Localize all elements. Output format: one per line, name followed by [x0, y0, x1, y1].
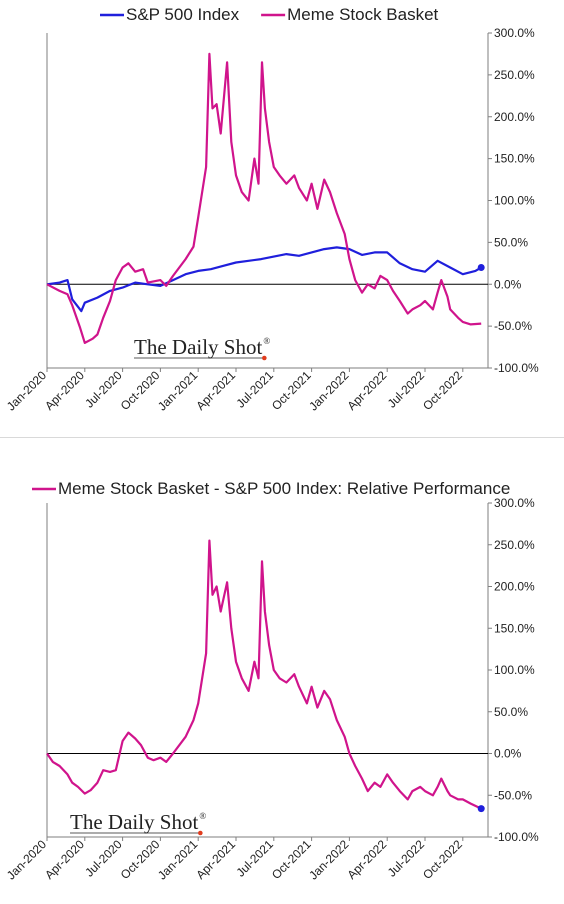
y-tick-label: -50.0% [494, 788, 532, 802]
x-tick-label: Oct-2021 [269, 837, 314, 882]
x-tick-label: Jan-2020 [4, 837, 50, 883]
y-tick-label: 100.0% [494, 663, 535, 677]
watermark-text: The Daily Shot [70, 810, 198, 834]
x-tick-label: Apr-2020 [42, 368, 87, 413]
legend-label: S&P 500 Index [126, 5, 240, 24]
chart-top: -100.0% -50.0% 0.0% 50.0% 100.0% 150.0% 200.0%… [4, 5, 539, 414]
chart-bottom: -100.0% -50.0% 0.0% 50.0% 100.0% 150.0% 200.0%… [4, 479, 539, 883]
x-tick-label: Oct-2020 [118, 368, 163, 413]
x-tick-label: Jan-2021 [155, 837, 201, 883]
y-tick-label: 100.0% [494, 194, 535, 208]
legend-label: Meme Stock Basket [287, 5, 438, 24]
x-tick-label: Jan-2022 [306, 837, 352, 883]
x-tick-label: Apr-2021 [193, 368, 238, 413]
series-end-marker [477, 264, 485, 271]
series-line [46, 246, 482, 313]
y-tick-label: 50.0% [494, 705, 528, 719]
series-end-marker [477, 805, 485, 813]
series-line [46, 539, 482, 810]
legend-label: Meme Stock Basket - S&P 500 Index: Relat… [58, 479, 510, 498]
y-tick-label: 150.0% [494, 621, 535, 635]
watermark-registered-mark: ® [199, 811, 206, 821]
series-line [46, 52, 482, 344]
watermark-registered-mark: ® [263, 336, 270, 346]
x-tick-label: Oct-2022 [420, 837, 465, 882]
x-tick-label: Jan-2022 [306, 368, 352, 414]
y-tick-label: 150.0% [494, 152, 535, 166]
watermark-dot [198, 830, 203, 836]
y-tick-label: 0.0% [494, 747, 522, 761]
x-tick-label: Oct-2022 [420, 368, 465, 413]
y-tick-label: 300.0% [494, 496, 535, 510]
y-tick-label: 0.0% [494, 277, 522, 291]
x-tick-label: Oct-2020 [118, 837, 163, 882]
y-tick-label: -100.0% [494, 361, 539, 375]
x-tick-label: Apr-2022 [345, 368, 390, 413]
x-tick-label: Jan-2021 [155, 368, 201, 414]
x-tick-label: Apr-2022 [345, 837, 390, 882]
y-tick-label: 300.0% [494, 26, 535, 40]
x-tick-label: Apr-2020 [42, 837, 87, 882]
y-tick-label: 250.0% [494, 538, 535, 552]
x-tick-label: Oct-2021 [269, 368, 314, 413]
y-tick-label: -50.0% [494, 319, 532, 333]
y-tick-label: 50.0% [494, 235, 528, 249]
watermark-text: The Daily Shot [134, 335, 262, 359]
y-tick-label: 200.0% [494, 580, 535, 594]
x-tick-label: Apr-2021 [193, 837, 238, 882]
y-tick-label: -100.0% [494, 830, 539, 844]
watermark-dot [262, 355, 267, 361]
chart-divider [0, 437, 564, 438]
y-tick-label: 250.0% [494, 68, 535, 82]
y-tick-label: 200.0% [494, 110, 535, 124]
x-tick-label: Jan-2020 [4, 368, 50, 414]
